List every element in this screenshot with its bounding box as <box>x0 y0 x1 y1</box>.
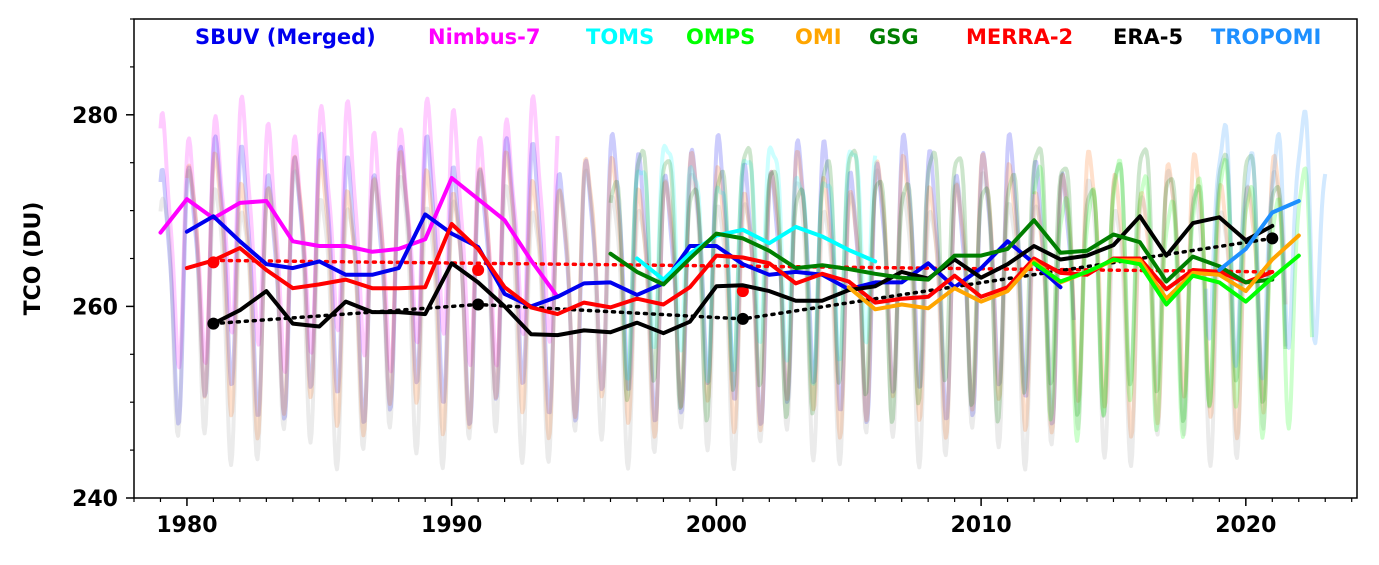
toms-monthly-line <box>621 143 878 386</box>
tropomi-monthly-line <box>1204 109 1328 381</box>
x-tick-label: 2000 <box>686 513 747 538</box>
monthly-background-layer <box>158 94 1328 472</box>
era-5-trend-marker <box>736 312 749 325</box>
sbuv-merged-series-line <box>184 212 1063 309</box>
legend-item-sbuv-merged: SBUV (Merged) <box>195 25 376 49</box>
merra-2-trend-marker <box>472 263 485 276</box>
legend-item-omi: OMI <box>795 25 842 49</box>
legend-item-gsg: GSG <box>869 25 919 49</box>
legend-item-omps: OMPS <box>686 25 755 49</box>
legend-item-merra-2: MERRA-2 <box>966 25 1073 49</box>
omps-monthly-line <box>1032 157 1314 443</box>
era-5-series-line <box>211 214 1275 338</box>
x-tick-label: 1980 <box>156 513 217 538</box>
gsg-series-line <box>608 218 1275 287</box>
legend-item-nimbus-7: Nimbus-7 <box>428 25 540 49</box>
legend: SBUV (Merged) Nimbus-7 TOMS OMPS OMI GSG MERRA… <box>195 25 1321 49</box>
legend-item-tropomi: TROPOMI <box>1211 25 1321 49</box>
omps-series-line <box>1032 253 1301 307</box>
y-axis-title: TCO (DU) <box>21 202 46 316</box>
tropomi-series-line <box>1217 199 1301 272</box>
y-tick-label: 260 <box>72 295 118 320</box>
era-5-trend-marker <box>472 298 485 311</box>
era-5-trend-marker <box>1266 232 1279 245</box>
x-tick-label: 2010 <box>950 513 1011 538</box>
nimbus-7-series-line <box>158 176 560 299</box>
legend-item-era-5: ERA-5 <box>1113 25 1183 49</box>
merra-2-trend-marker <box>736 285 749 298</box>
sbuv-monthly-line <box>158 131 1076 426</box>
annual-series-layer <box>158 176 1301 338</box>
era-5-trend-line <box>211 236 1275 326</box>
toms-series-line <box>635 224 878 282</box>
x-tick-label: 1990 <box>421 513 482 538</box>
legend-item-toms: TOMS <box>586 25 654 49</box>
merra-2-monthly-line <box>184 149 1288 441</box>
y-tick-label: 240 <box>72 487 118 512</box>
x-tick-label: 2020 <box>1215 513 1276 538</box>
gsg-monthly-line <box>608 146 1288 424</box>
axes: 1980 1990 2000 2010 2020 240 260 280 <box>72 18 1353 538</box>
y-tick-label: 280 <box>72 104 118 129</box>
